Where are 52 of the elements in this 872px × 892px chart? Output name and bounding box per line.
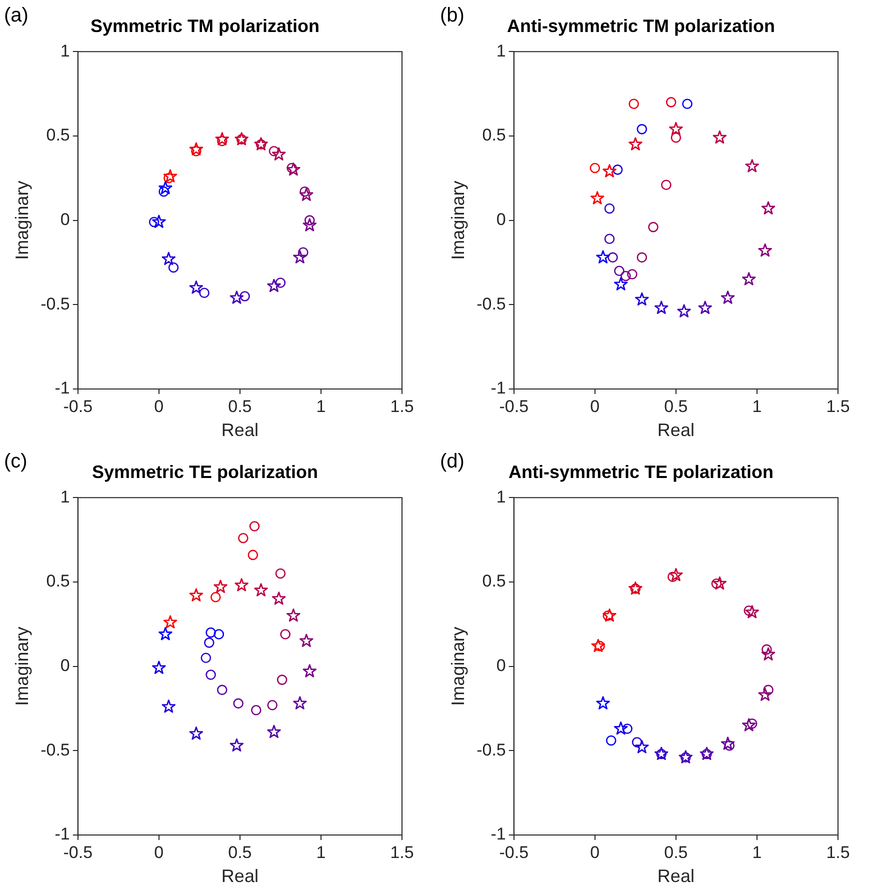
y-tick-label: -1 — [54, 378, 70, 398]
y-tick-label: 0 — [60, 656, 70, 675]
x-axis-title: Real — [221, 420, 258, 440]
y-tick-label: 1 — [496, 487, 506, 506]
x-tick-label: 1.5 — [826, 396, 850, 416]
y-tick-label: 1 — [60, 41, 70, 60]
x-tick-label: 0 — [590, 842, 600, 862]
x-tick-label: 0 — [590, 396, 600, 416]
x-tick-label: 0.5 — [228, 396, 252, 416]
y-axis-title: Imaginary — [448, 626, 468, 706]
x-tick-label: 1.5 — [390, 396, 414, 416]
y-axis-title: Imaginary — [12, 626, 32, 706]
y-tick-label: 1 — [60, 487, 70, 506]
x-tick-label: 0.5 — [664, 396, 688, 416]
y-tick-label: -0.5 — [476, 294, 506, 314]
x-tick-label: 1.5 — [390, 842, 414, 862]
x-tick-label: 1 — [752, 396, 762, 416]
y-tick-label: 0 — [496, 210, 506, 229]
x-axis-title: Real — [657, 420, 694, 440]
x-axis-title: Real — [657, 866, 694, 886]
x-axis-title: Real — [221, 866, 258, 886]
y-tick-label: 0 — [496, 656, 506, 675]
y-axis-title: Imaginary — [448, 180, 468, 260]
x-tick-label: 1 — [316, 396, 326, 416]
x-tick-label: 0 — [154, 842, 164, 862]
y-tick-label: 0 — [60, 210, 70, 229]
x-tick-label: 1 — [316, 842, 326, 862]
chart-title: Symmetric TM polarization — [90, 16, 320, 36]
text: (a) — [4, 4, 28, 27]
y-tick-label: 0.5 — [46, 572, 70, 591]
x-tick-label: 1.5 — [826, 842, 850, 862]
text: (b) — [440, 4, 464, 27]
x-tick-label: 1 — [752, 842, 762, 862]
y-tick-label: 0.5 — [482, 572, 506, 591]
y-tick-label: 0.5 — [46, 126, 70, 145]
y-tick-label: -0.5 — [40, 294, 70, 314]
x-tick-label: 0.5 — [664, 842, 688, 862]
y-tick-label: -0.5 — [476, 740, 506, 760]
y-tick-label: 0.5 — [482, 126, 506, 145]
y-tick-label: -1 — [54, 824, 70, 844]
y-tick-label: -0.5 — [40, 740, 70, 760]
text: (c) — [4, 450, 28, 473]
chart-title: Symmetric TE polarization — [92, 462, 318, 482]
chart-title: Anti-symmetric TM polarization — [506, 16, 776, 36]
text: (d) — [440, 450, 464, 473]
y-tick-label: 1 — [496, 41, 506, 60]
x-tick-label: 0 — [154, 396, 164, 416]
chart-title: Anti-symmetric TE polarization — [508, 462, 774, 482]
y-axis-title: Imaginary — [12, 180, 32, 260]
y-tick-label: -1 — [490, 824, 506, 844]
y-tick-label: -1 — [490, 378, 506, 398]
x-tick-label: 0.5 — [228, 842, 252, 862]
